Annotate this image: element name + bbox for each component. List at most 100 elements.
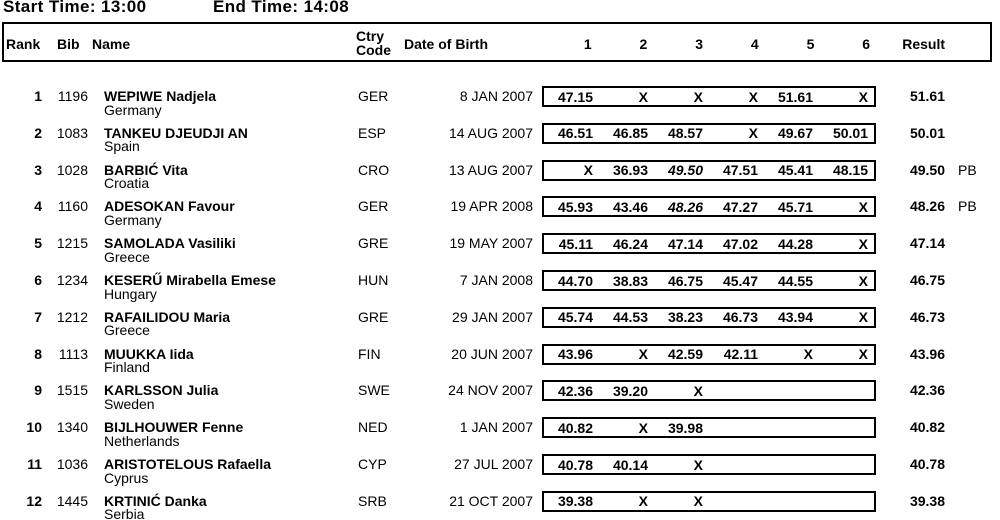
attempt-6: 50.01: [832, 125, 868, 142]
attempt-3: 48.26: [667, 198, 703, 215]
attempt-6: X: [858, 309, 868, 326]
attempt-5: 49.67: [777, 125, 813, 142]
bib-number: 1340: [56, 419, 88, 436]
attempt-3: X: [693, 493, 703, 510]
country-code: FIN: [358, 345, 381, 362]
athlete-name: SAMOLADA Vasiliki: [104, 235, 236, 252]
start-time-label: Start Time:: [3, 0, 96, 16]
attempt-2: 46.24: [612, 235, 648, 252]
bib-number: 1113: [58, 345, 88, 362]
bib-number: 1515: [56, 382, 88, 399]
attempts-box: 40.78 40.14 X: [542, 454, 876, 475]
rank: 8: [34, 345, 42, 362]
rank: 1: [34, 88, 42, 104]
date-of-birth: 21 OCT 2007: [449, 492, 533, 509]
athlete-country: Finland: [104, 359, 150, 376]
result-row: 7 1212 RAFAILIDOU Maria Greece GRE 29 JA…: [0, 306, 1000, 343]
country-code: GER: [358, 198, 389, 215]
attempt-4: 47.27: [722, 198, 758, 215]
date-of-birth: 19 MAY 2007: [449, 235, 533, 252]
athlete-country: Croatia: [104, 175, 150, 192]
attempts-box: 44.70 38.83 46.75 45.47 44.55 X: [542, 270, 876, 291]
result-row: 4 1160 ADESOKAN Favour Germany GER 19 AP…: [0, 196, 1000, 232]
rank: 7: [34, 308, 42, 325]
country-code: GRE: [358, 235, 389, 252]
table-header: Rank Bib Name Ctry Code Date of Birth 1 …: [2, 22, 992, 62]
attempt-2: 46.85: [612, 125, 648, 142]
athlete-name: RAFAILIDOU Maria: [104, 308, 231, 325]
attempts-box: X 36.93 49.50 47.51 45.41 48.15: [542, 159, 876, 181]
country-code: HUN: [358, 272, 389, 288]
result: 46.73: [909, 308, 945, 325]
column-header-bib: Bib: [57, 36, 80, 52]
attempt-6: X: [858, 346, 868, 363]
attempt-2: 40.14: [612, 456, 648, 473]
column-header-result: Result: [902, 36, 945, 52]
bib-number: 1028: [56, 161, 88, 178]
attempt-6: X: [858, 235, 868, 252]
date-of-birth: 14 AUG 2007: [448, 124, 533, 141]
attempts-box: 45.93 43.46 48.26 47.27 45.71 X: [542, 196, 876, 218]
attempts-box: 39.38 X X: [542, 490, 876, 512]
result-row: 2 1083 TANKEU DJEUDJI AN Spain ESP 14 AU…: [0, 122, 1000, 159]
attempt-2: X: [638, 88, 648, 105]
column-header-attempt-4: 4: [750, 36, 759, 52]
country-code: GER: [358, 88, 389, 104]
attempt-2: 43.46: [612, 198, 648, 215]
attempt-1: 40.82: [557, 419, 593, 436]
athlete-country: Serbia: [104, 506, 145, 520]
date-of-birth: 24 NOV 2007: [448, 382, 533, 399]
attempts-box: 47.15 X X X 51.61 X: [542, 86, 876, 107]
athlete-name: MUUKKA Iida: [104, 345, 194, 362]
column-header-country-code: Ctry Code: [356, 28, 391, 58]
attempt-3: 38.23: [667, 309, 703, 326]
attempt-5: 43.94: [777, 309, 813, 326]
date-of-birth: 19 APR 2008: [450, 198, 533, 215]
end-time-value: 14:08: [303, 0, 350, 16]
bib-number: 1196: [57, 88, 88, 104]
column-header-attempt-1: 1: [583, 36, 592, 52]
result: 51.61: [909, 88, 945, 104]
result: 40.82: [909, 419, 945, 436]
attempt-1: 46.51: [557, 125, 593, 142]
attempt-3: X: [693, 456, 703, 473]
record-note: PB: [958, 161, 977, 178]
attempt-1: 42.36: [557, 382, 593, 399]
attempt-3: 47.14: [667, 235, 703, 252]
attempt-5: 45.41: [777, 162, 813, 179]
bib-number: 1445: [56, 492, 88, 509]
rank: 12: [26, 492, 42, 509]
attempt-2: X: [638, 419, 648, 436]
rank: 10: [26, 419, 42, 436]
athlete-name: ADESOKAN Favour: [104, 198, 235, 215]
bib-number: 1234: [56, 272, 88, 288]
attempt-4: 47.02: [722, 235, 758, 252]
date-of-birth: 1 JAN 2007: [459, 419, 533, 436]
result-row: 9 1515 KARLSSON Julia Sweden SWE 24 NOV …: [0, 380, 1000, 416]
attempt-2: 44.53: [612, 309, 648, 326]
country-code: ESP: [358, 124, 387, 141]
result: 39.38: [909, 492, 945, 509]
country-code: SWE: [358, 382, 390, 399]
attempt-4: 45.47: [722, 272, 758, 289]
attempts-box: 45.11 46.24 47.14 47.02 44.28 X: [542, 233, 876, 255]
attempt-4: X: [748, 88, 758, 105]
attempt-3: 49.50: [667, 162, 703, 179]
result: 49.50: [909, 161, 945, 178]
rank: 6: [34, 272, 42, 288]
end-time-label: End Time:: [213, 0, 299, 16]
attempt-1: 45.74: [557, 309, 593, 326]
bib-number: 1083: [56, 124, 88, 141]
attempt-4: 46.73: [722, 309, 758, 326]
attempt-5: X: [803, 346, 813, 363]
start-time-value: 13:00: [101, 0, 147, 16]
result-row: 11 1036 ARISTOTELOUS Rafaella Cyprus CYP…: [0, 454, 1000, 490]
attempt-2: 39.20: [612, 382, 648, 399]
attempt-1: 43.96: [557, 346, 593, 363]
rank: 2: [34, 124, 42, 141]
country-code: CRO: [358, 161, 390, 178]
date-of-birth: 27 JUL 2007: [454, 456, 533, 472]
attempt-3: 39.98: [667, 419, 703, 436]
result: 46.75: [909, 272, 945, 288]
